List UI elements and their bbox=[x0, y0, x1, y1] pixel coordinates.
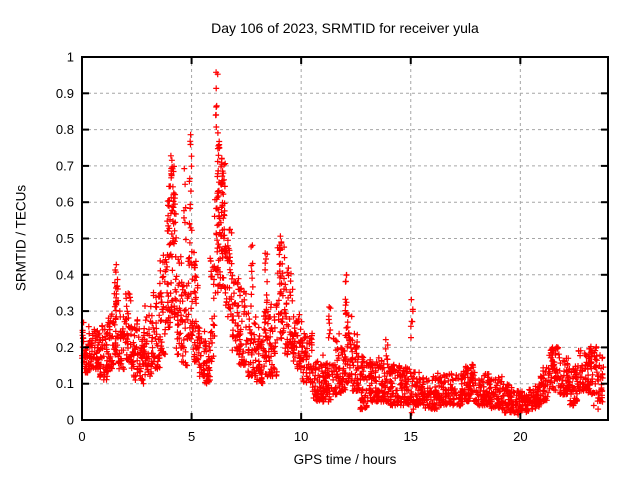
y-tick-label: 0 bbox=[67, 413, 74, 428]
y-tick-label: 1 bbox=[67, 50, 74, 65]
y-tick-label: 0.5 bbox=[56, 231, 74, 246]
x-tick-label: 15 bbox=[404, 429, 418, 444]
y-tick-label: 0.9 bbox=[56, 86, 74, 101]
y-tick-label: 0.8 bbox=[56, 122, 74, 137]
plot-border bbox=[81, 56, 609, 421]
y-tick-label: 0.2 bbox=[56, 340, 74, 355]
x-tick-label: 20 bbox=[513, 429, 527, 444]
chart-title: Day 106 of 2023, SRMTID for receiver yul… bbox=[211, 20, 479, 36]
x-tick-label: 10 bbox=[294, 429, 308, 444]
y-tick-label: 0.3 bbox=[56, 304, 74, 319]
y-tick-label: 0.6 bbox=[56, 195, 74, 210]
x-tick-label: 5 bbox=[188, 429, 195, 444]
y-tick-label: 0.4 bbox=[56, 267, 74, 282]
y-tick-label: 0.1 bbox=[56, 376, 74, 391]
x-axis-label: GPS time / hours bbox=[293, 452, 397, 467]
y-tick-label: 0.7 bbox=[56, 158, 74, 173]
scatter-points bbox=[79, 69, 607, 418]
x-tick-label: 0 bbox=[78, 429, 85, 444]
